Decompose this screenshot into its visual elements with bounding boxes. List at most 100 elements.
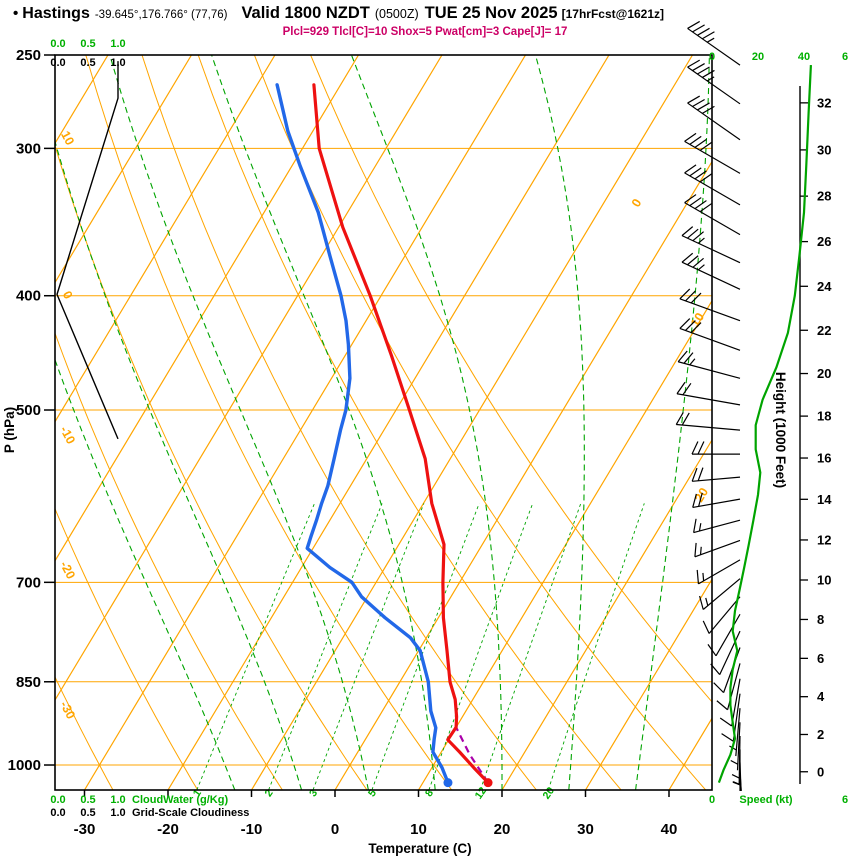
wind-barb	[702, 596, 741, 634]
speed-tick-label: 20	[752, 51, 764, 63]
cloudiness-scale-label: 1.0	[110, 57, 125, 69]
temperature-tick-label: 0	[331, 821, 339, 838]
height-tick-label: 6	[817, 651, 824, 666]
wind-speed-curve	[717, 65, 812, 783]
pressure-axis: 250 300 400 500 700 850 1000 P (hPa)	[2, 47, 55, 774]
cloudiness-scale-label: 1.0	[110, 807, 125, 819]
speed-tick-label: 0	[709, 794, 715, 806]
wind-barb	[687, 95, 741, 141]
cloudwater-scale-label: 0.5	[80, 38, 95, 50]
height-tick-label: 4	[817, 689, 825, 704]
mixing-ratio-label: 8	[423, 787, 436, 799]
temperature-tick-label: -30	[74, 821, 96, 838]
height-tick-label: 30	[817, 142, 831, 157]
station-name: Hastings	[22, 5, 90, 22]
height-tick-label: 14	[817, 492, 832, 507]
wind-barb	[710, 630, 741, 676]
mixing-ratio-lines	[196, 503, 645, 790]
mixing-ratio-label: 3	[307, 787, 320, 799]
title-bar: • Hastings -39.645°,176.766° (77,76) Val…	[13, 4, 850, 23]
dry-adiabat-label: 10	[58, 129, 77, 148]
mixing-ratio-label: 1	[191, 787, 204, 799]
speed-tick-label: 0	[709, 51, 715, 63]
wind-barb	[699, 578, 741, 610]
temperature-tick-label: -20	[157, 821, 179, 838]
cloudwater-scale-label: 1.0	[110, 38, 125, 50]
speed-edge-label: 6	[842, 51, 848, 63]
wind-barb	[681, 252, 741, 290]
forecast-info: [17hrFcst@1621z]	[561, 7, 665, 21]
cloudwater-scale-label: 1.0	[110, 794, 125, 806]
pressure-tick-label: 1000	[8, 757, 41, 774]
temperature-axis: -30 -20 -10 0 10 20 30 40 Temperature (C)	[74, 790, 678, 856]
wind-barb	[716, 663, 741, 711]
wind-barb	[675, 412, 741, 431]
wind-barb	[681, 226, 741, 264]
height-tick-label: 10	[817, 573, 831, 588]
pressure-gridlines	[55, 147, 712, 766]
cloudiness-scale-label: 0.0	[50, 57, 65, 69]
temperature-tick-label: 10	[410, 821, 427, 838]
wind-barb	[677, 350, 741, 379]
temperature-axis-title: Temperature (C)	[368, 841, 471, 856]
wind-barb	[679, 288, 741, 322]
wind-barb	[730, 722, 741, 771]
cloud-scales: 0.00.00.50.51.01.00.00.00.50.51.01.0Clou…	[50, 38, 249, 819]
sounding-parameters: Plcl=929 Tlcl[C]=10 Shox=5 Pwat[cm]=3 Ca…	[282, 26, 568, 38]
dewpoint-curve	[275, 83, 450, 785]
wind-barb	[732, 780, 742, 792]
cloudiness-profile	[56, 61, 119, 440]
height-tick-label: 2	[817, 727, 824, 742]
wind-barb	[676, 381, 741, 406]
pressure-tick-label: 700	[16, 574, 41, 591]
dry-adiabat-label: 0	[60, 289, 76, 302]
pressure-axis-title: P (hPa)	[2, 407, 17, 453]
wind-barb	[693, 518, 741, 534]
height-axis-title: Height (1000 Feet)	[773, 372, 788, 488]
wind-barb	[687, 59, 741, 105]
wind-barb	[687, 20, 741, 66]
isotherm-label: 0	[629, 196, 645, 209]
isotherm-label: 10	[688, 310, 707, 329]
pressure-tick-label: 500	[16, 402, 41, 419]
wind-barb	[684, 194, 741, 236]
height-tick-label: 12	[817, 532, 831, 547]
plot-frame	[54, 54, 713, 791]
speed-edge-label: 6	[842, 794, 848, 806]
wind-barb	[691, 441, 740, 455]
dry-adiabat-label: -10	[57, 424, 78, 447]
cloudwater-scale-label: 0.0	[50, 38, 65, 50]
height-tick-label: 16	[817, 451, 831, 466]
surface-temperature-dot	[483, 778, 493, 788]
height-tick-label: 24	[817, 279, 832, 294]
wind-barb	[684, 164, 741, 206]
height-tick-label: 32	[817, 95, 831, 110]
isotherms	[55, 55, 712, 790]
cloudiness-scale-label: 0.5	[80, 807, 95, 819]
pressure-tick-label: 850	[16, 674, 41, 691]
mixing-ratio-label: 2	[263, 787, 276, 799]
height-tick-label: 28	[817, 189, 831, 204]
moist-adiabats	[55, 55, 710, 790]
temperature-tick-label: 20	[494, 821, 511, 838]
cloudwater-scale-label: 0.0	[50, 794, 65, 806]
cloudiness-scale-label: 0.0	[50, 807, 65, 819]
height-tick-label: 22	[817, 323, 831, 338]
station-bullet-icon: •	[13, 5, 19, 22]
height-tick-label: 0	[817, 764, 824, 779]
temperature-tick-label: 40	[661, 821, 678, 838]
wind-barb	[696, 559, 741, 585]
dry-adiabat-label: -20	[57, 559, 78, 582]
cloudwater-axis-title: CloudWater (g/Kg)	[132, 794, 228, 806]
temperature-curve	[312, 83, 490, 785]
pressure-tick-label: 300	[16, 140, 41, 157]
speed-tick-label: 40	[798, 51, 810, 63]
height-tick-label: 18	[817, 409, 831, 424]
mixing-ratio-label: 5	[366, 787, 379, 799]
cloudiness-axis-title: Grid-Scale Cloudiness	[132, 807, 249, 819]
height-tick-label: 20	[817, 366, 831, 381]
